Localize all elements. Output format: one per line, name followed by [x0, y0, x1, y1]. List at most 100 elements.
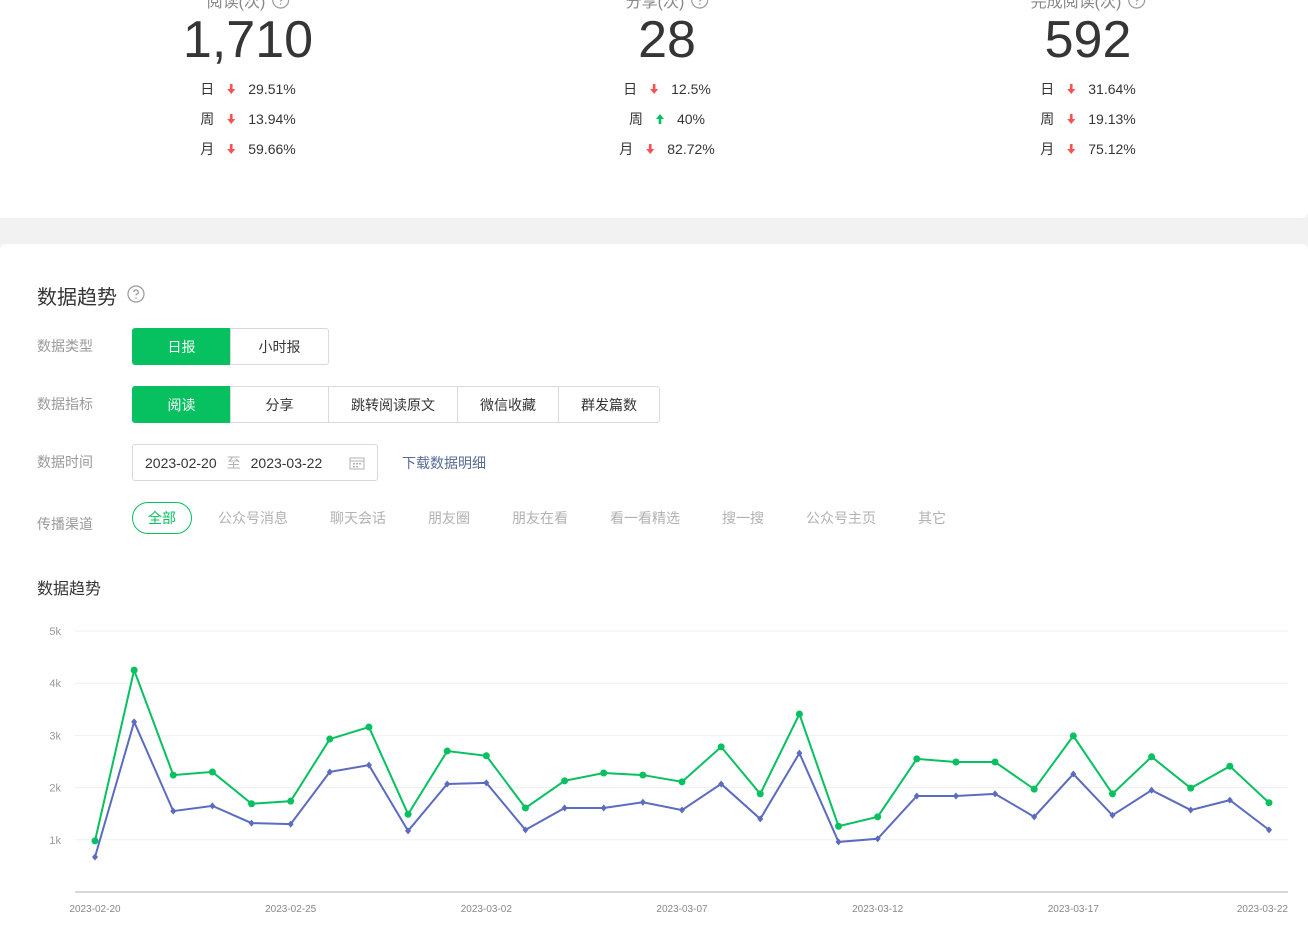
- option-button[interactable]: 阅读: [132, 386, 231, 423]
- point: [913, 792, 920, 800]
- point: [326, 735, 334, 743]
- point: [522, 826, 529, 834]
- channel-tab[interactable]: 全部: [132, 502, 192, 534]
- stat-label: 分享(次): [626, 0, 709, 12]
- download-link[interactable]: 下载数据明细: [402, 455, 486, 471]
- trend-arrow: [650, 84, 659, 94]
- point: [757, 815, 764, 823]
- stat-change: 周 13.94%: [200, 109, 295, 129]
- channel-tab[interactable]: 搜一搜: [722, 510, 764, 526]
- stat-value: 28: [638, 11, 696, 69]
- option-button[interactable]: 跳转阅读原文: [328, 386, 458, 423]
- help-icon[interactable]: [271, 0, 289, 9]
- point: [1265, 799, 1273, 807]
- point: [1187, 784, 1195, 792]
- stat-change: 周 19.13%: [1040, 109, 1135, 129]
- percent: 75.12%: [1088, 141, 1136, 157]
- stat-change: 日 12.5%: [623, 79, 711, 99]
- trend-arrow: [1067, 114, 1076, 124]
- field-label: 数据指标: [37, 396, 93, 412]
- channel-tab[interactable]: 公众号主页: [806, 510, 876, 526]
- button-group: 日报 小时报: [132, 328, 329, 365]
- y-tick-label: 5k: [49, 626, 61, 638]
- x-tick-label: 2023-03-22: [1237, 904, 1289, 915]
- point: [92, 853, 98, 861]
- option-button[interactable]: 微信收藏: [457, 386, 559, 423]
- section-title: 数据趋势: [37, 287, 117, 309]
- point: [483, 779, 490, 787]
- option-button[interactable]: 群发篇数: [558, 386, 660, 423]
- trend-arrow: [227, 144, 236, 154]
- point: [170, 807, 177, 815]
- point: [952, 792, 959, 800]
- point: [287, 820, 294, 828]
- percent: 59.66%: [248, 141, 296, 157]
- option-button[interactable]: 日报: [132, 328, 231, 365]
- point: [482, 752, 490, 760]
- point: [1070, 770, 1077, 778]
- point: [521, 804, 529, 812]
- point: [874, 813, 882, 821]
- point: [561, 804, 568, 812]
- point: [1226, 762, 1234, 770]
- series-line: [94, 666, 1270, 842]
- point: [639, 798, 646, 806]
- percent: 29.51%: [248, 81, 296, 97]
- option-button[interactable]: 分享: [230, 386, 329, 423]
- point: [795, 710, 803, 718]
- point: [131, 718, 138, 726]
- point: [1109, 811, 1116, 819]
- stat-value: 592: [1044, 11, 1132, 69]
- stat-change: 日 31.64%: [1040, 79, 1135, 99]
- period: 周: [1040, 111, 1055, 127]
- percent: 82.72%: [667, 141, 715, 157]
- point: [405, 827, 412, 835]
- y-tick-label: 4k: [49, 678, 61, 690]
- option-button[interactable]: 小时报: [230, 328, 329, 365]
- point: [796, 749, 803, 757]
- trend-arrow: [1067, 144, 1076, 154]
- channel-tab[interactable]: 公众号消息: [218, 510, 288, 526]
- point: [365, 761, 372, 769]
- y-tick-label: 3k: [49, 730, 61, 742]
- point: [639, 771, 647, 779]
- stat-label: 阅读(次): [207, 0, 290, 12]
- point: [1108, 790, 1116, 798]
- channel-tab[interactable]: 其它: [918, 510, 946, 526]
- field-label: 数据时间: [37, 454, 93, 470]
- calendar-icon: [349, 457, 365, 469]
- point: [600, 804, 607, 812]
- period: 日: [200, 81, 215, 97]
- point: [835, 822, 843, 830]
- stat-change: 月 75.12%: [1040, 139, 1135, 159]
- channel-tab[interactable]: 朋友在看: [512, 510, 568, 526]
- point: [561, 777, 569, 785]
- channel-tab[interactable]: 聊天会话: [330, 510, 386, 526]
- point: [1226, 796, 1233, 804]
- y-tick-label: 2k: [49, 783, 61, 795]
- channel-tab[interactable]: 朋友圈: [428, 510, 470, 526]
- point: [835, 838, 842, 846]
- period: 周: [200, 111, 215, 127]
- period: 周: [628, 111, 643, 127]
- point: [208, 768, 216, 776]
- trend-arrow: [646, 144, 655, 154]
- date-range[interactable]: 2023-02-20 至 2023-03-22: [132, 444, 378, 481]
- point: [1266, 826, 1272, 834]
- date-separator: 至: [226, 454, 241, 471]
- help-icon[interactable]: [690, 0, 708, 9]
- period: 月: [619, 141, 634, 157]
- point: [756, 790, 764, 798]
- point: [992, 790, 999, 798]
- stat-label-text: 分享(次): [625, 0, 685, 11]
- help-icon[interactable]: [127, 285, 145, 303]
- point: [169, 771, 177, 779]
- point: [718, 780, 725, 788]
- channel-tab[interactable]: 看一看精选: [610, 510, 680, 526]
- stat-label-text: 阅读(次): [206, 0, 266, 11]
- stat-value: 1,710: [182, 11, 314, 69]
- help-icon[interactable]: [1127, 0, 1145, 9]
- point: [678, 778, 686, 786]
